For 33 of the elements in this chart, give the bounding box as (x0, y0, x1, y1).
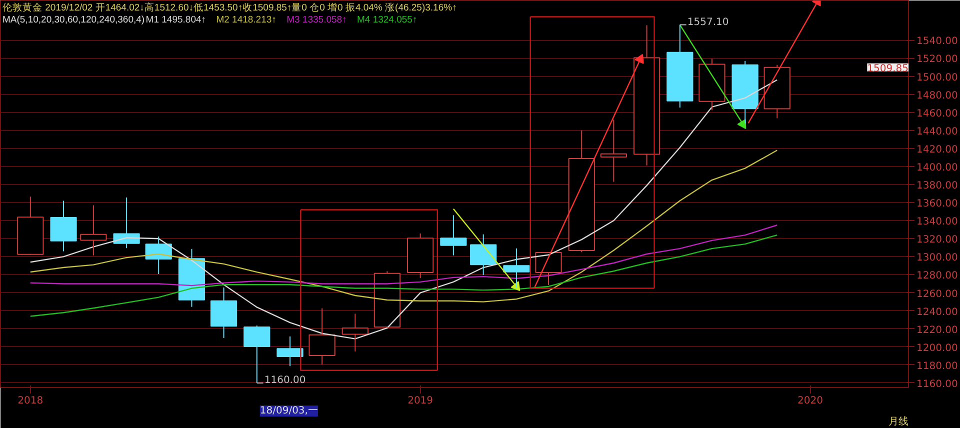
text: M3 1335.058↑ (286, 14, 347, 26)
chart-title: 伦敦黄金 2019/12/02 开1464.02↓高1512.60↓低1453.50↑收1509.85↑量0 仓0 增0 振4.04% 涨(46.25)3.16%↑ (2, 2, 457, 14)
annotation: 1557.10 (687, 16, 729, 28)
y-tick-label: 1280.00 (916, 270, 958, 282)
text: M4 1324.055↑ (357, 14, 418, 26)
y-tick-label: 1540.00 (916, 36, 958, 48)
legend-title: MA(5,10,20,30,60,120,240,360,4) (2, 14, 145, 26)
text: 月线 (888, 416, 908, 428)
y-tick-label: 1440.00 (916, 126, 958, 138)
y-tick-label: 1380.00 (916, 180, 958, 192)
text: M2 1418.213↑ (216, 14, 276, 26)
y-tick-label: 1520.00 (916, 54, 958, 66)
text: M1 1495.804↑ (146, 14, 206, 26)
y-tick-label: 1180.00 (916, 360, 958, 372)
y-tick-label: 1320.00 (916, 234, 958, 246)
x-tick-label: 2020 (798, 396, 823, 406)
y-tick-label: 1460.00 (916, 108, 958, 120)
y-tick-label: 1220.00 (916, 324, 958, 336)
y-tick-label: 1340.00 (916, 216, 958, 228)
y-tick-label: 1240.00 (916, 306, 958, 318)
y-tick-label: 1500.00 (916, 72, 958, 84)
y-tick-label: 1160.00 (916, 378, 958, 390)
x-tick-label: 2019 (408, 396, 434, 406)
y-tick-label: 1260.00 (916, 288, 958, 300)
y-tick-label: 1420.00 (916, 144, 958, 156)
y-tick-label: 1300.00 (916, 252, 958, 264)
annotation: 1160.00 (264, 374, 306, 386)
x-tick-label: 2018 (18, 396, 44, 406)
y-tick-label: 1360.00 (916, 198, 958, 210)
y-tick-label: 1200.00 (916, 342, 958, 354)
y-tick-label: 1400.00 (916, 162, 958, 174)
text: 18/09/03,一 (260, 406, 318, 416)
y-tick-label: 1480.00 (916, 90, 958, 102)
